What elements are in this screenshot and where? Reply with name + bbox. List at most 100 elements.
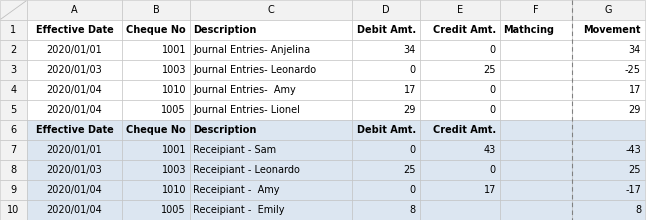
Text: 1001: 1001 — [162, 45, 186, 55]
Bar — [122, 20, 190, 40]
Bar — [0, 160, 27, 180]
Text: 9: 9 — [11, 185, 17, 195]
Bar — [420, 100, 500, 120]
Bar — [420, 180, 500, 200]
Text: Debit Amt.: Debit Amt. — [357, 25, 416, 35]
Text: E: E — [457, 5, 463, 15]
Text: Journal Entries-  Amy: Journal Entries- Amy — [193, 85, 296, 95]
Text: Credit Amt.: Credit Amt. — [433, 25, 496, 35]
Bar — [122, 100, 190, 120]
Text: Effective Date: Effective Date — [36, 25, 113, 35]
Text: Journal Entries- Leonardo: Journal Entries- Leonardo — [193, 65, 316, 75]
Bar — [572, 100, 645, 120]
Text: 8: 8 — [11, 165, 17, 175]
Bar — [500, 120, 572, 140]
Bar — [420, 60, 500, 80]
Bar — [352, 40, 420, 60]
Text: 2020/01/01: 2020/01/01 — [46, 145, 103, 155]
Text: C: C — [268, 5, 274, 15]
Text: 0: 0 — [410, 185, 416, 195]
Bar — [122, 40, 190, 60]
Bar — [500, 200, 572, 220]
Bar — [122, 160, 190, 180]
Bar — [572, 140, 645, 160]
Bar — [190, 160, 352, 180]
Bar — [0, 20, 27, 40]
Text: Receipiant -  Emily: Receipiant - Emily — [193, 205, 285, 215]
Text: 1003: 1003 — [162, 165, 186, 175]
Bar — [27, 80, 122, 100]
Text: 17: 17 — [484, 185, 496, 195]
Bar — [0, 0, 27, 20]
Text: 2020/01/04: 2020/01/04 — [46, 105, 103, 115]
Text: 2020/01/04: 2020/01/04 — [46, 85, 103, 95]
Text: 0: 0 — [490, 165, 496, 175]
Bar — [500, 140, 572, 160]
Text: -43: -43 — [625, 145, 641, 155]
Bar — [27, 0, 122, 20]
Bar — [122, 120, 190, 140]
Bar — [190, 40, 352, 60]
Bar — [190, 60, 352, 80]
Text: 3: 3 — [11, 65, 17, 75]
Bar — [420, 140, 500, 160]
Bar — [27, 120, 122, 140]
Bar — [572, 0, 645, 20]
Bar — [27, 100, 122, 120]
Bar — [352, 80, 420, 100]
Text: 1010: 1010 — [162, 85, 186, 95]
Bar — [352, 160, 420, 180]
Text: B: B — [152, 5, 160, 15]
Bar — [0, 120, 27, 140]
Text: Credit Amt.: Credit Amt. — [433, 125, 496, 135]
Bar — [420, 160, 500, 180]
Text: Description: Description — [193, 125, 256, 135]
Bar — [0, 140, 27, 160]
Bar — [500, 100, 572, 120]
Bar — [27, 20, 122, 40]
Text: 0: 0 — [410, 145, 416, 155]
Bar — [420, 80, 500, 100]
Text: 17: 17 — [629, 85, 641, 95]
Text: 7: 7 — [10, 145, 17, 155]
Bar — [420, 40, 500, 60]
Bar — [352, 120, 420, 140]
Bar — [190, 20, 352, 40]
Bar — [572, 180, 645, 200]
Bar — [0, 80, 27, 100]
Bar — [190, 200, 352, 220]
Text: 25: 25 — [484, 65, 496, 75]
Bar — [572, 20, 645, 40]
Text: 43: 43 — [484, 145, 496, 155]
Text: 2020/01/04: 2020/01/04 — [46, 185, 103, 195]
Bar — [0, 180, 27, 200]
Bar — [122, 80, 190, 100]
Text: 1010: 1010 — [162, 185, 186, 195]
Bar — [0, 40, 27, 60]
Text: Debit Amt.: Debit Amt. — [357, 125, 416, 135]
Bar — [572, 200, 645, 220]
Bar — [352, 100, 420, 120]
Bar — [500, 180, 572, 200]
Text: 10: 10 — [7, 205, 19, 215]
Bar — [352, 60, 420, 80]
Bar — [500, 80, 572, 100]
Text: 0: 0 — [410, 65, 416, 75]
Bar — [190, 80, 352, 100]
Bar — [572, 60, 645, 80]
Text: 1005: 1005 — [161, 205, 186, 215]
Bar — [0, 60, 27, 80]
Text: 2020/01/01: 2020/01/01 — [46, 45, 103, 55]
Bar — [420, 120, 500, 140]
Bar — [500, 0, 572, 20]
Bar — [352, 140, 420, 160]
Text: 8: 8 — [635, 205, 641, 215]
Bar — [572, 40, 645, 60]
Text: 6: 6 — [11, 125, 17, 135]
Text: 2: 2 — [10, 45, 17, 55]
Text: 5: 5 — [10, 105, 17, 115]
Text: 25: 25 — [403, 165, 416, 175]
Text: Receipiant -  Amy: Receipiant - Amy — [193, 185, 280, 195]
Bar — [122, 140, 190, 160]
Text: 1003: 1003 — [162, 65, 186, 75]
